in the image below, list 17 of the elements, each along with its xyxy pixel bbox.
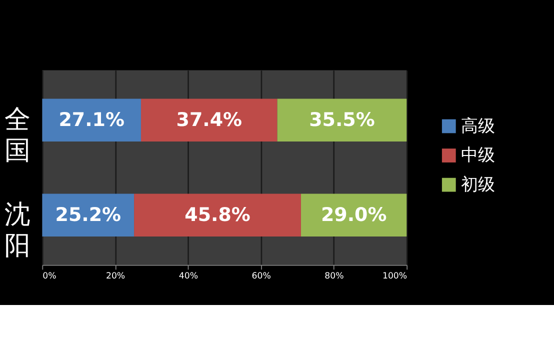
data-label: 27.1%: [58, 109, 124, 132]
x-tick-label: 40%: [178, 271, 198, 282]
data-label: 37.4%: [176, 109, 242, 132]
data-label: 29.0%: [320, 204, 387, 226]
x-tick-label: 100%: [382, 271, 408, 282]
x-tick-label: 20%: [106, 271, 126, 282]
legend-label: 中级: [460, 146, 495, 166]
x-tick-label: 60%: [252, 271, 271, 282]
data-label: 25.2%: [55, 204, 122, 226]
legend-label: 初级: [460, 174, 495, 195]
x-tick-label: 0%: [42, 271, 56, 282]
y-tick-label: 全国: [4, 104, 31, 166]
y-tick-label: 沈阳: [4, 200, 31, 261]
x-tick-label: 80%: [324, 271, 344, 282]
data-label: 45.8%: [184, 204, 250, 226]
data-label: 35.5%: [309, 109, 375, 132]
legend-label: 高级: [460, 116, 495, 136]
